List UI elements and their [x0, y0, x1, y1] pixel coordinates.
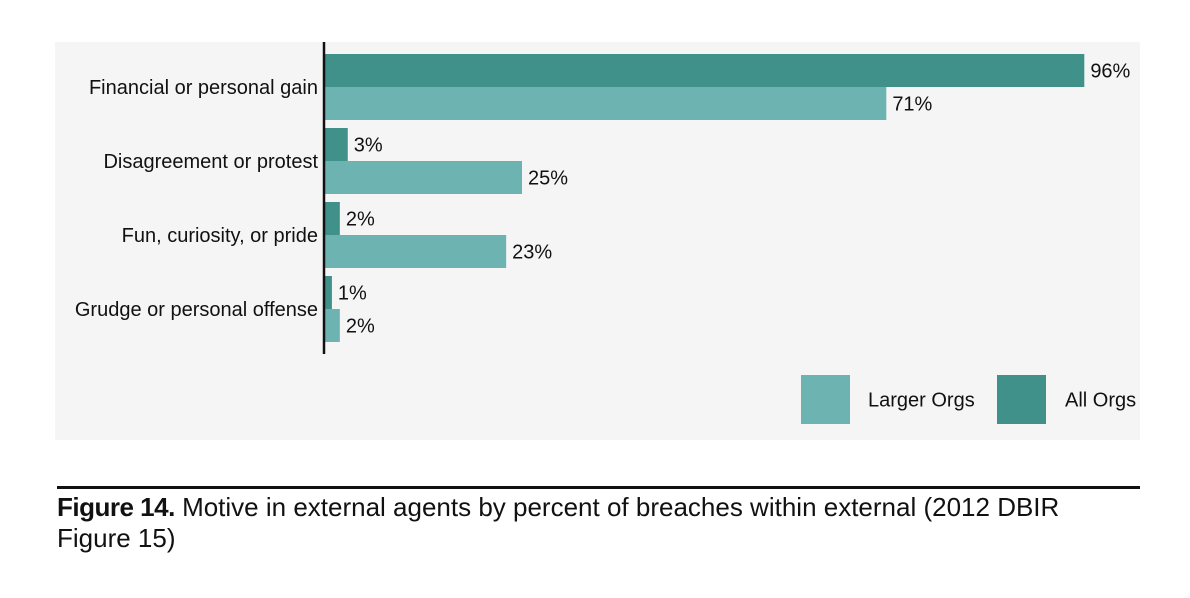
bar-all-orgs-grudge-or-personal-offense: [324, 276, 332, 309]
figure-caption: Figure 14. Motive in external agents by …: [57, 492, 1140, 554]
category-label-financial-or-personal-gain: Financial or personal gain: [89, 77, 318, 99]
bar-larger-orgs-disagreement-or-protest: [324, 161, 522, 194]
legend-swatch-larger-orgs: [801, 375, 850, 424]
bar-larger-orgs-grudge-or-personal-offense: [324, 309, 340, 342]
bar-all-orgs-disagreement-or-protest: [324, 128, 348, 161]
chart-panel: Financial or personal gain 96% 71% Disagree…: [55, 42, 1140, 440]
legend-label-all-orgs: All Orgs: [1065, 390, 1136, 412]
bar-all-orgs-financial-or-personal-gain: [324, 54, 1085, 87]
legend-swatch-all-orgs: [997, 375, 1046, 424]
legend-label-larger-orgs: Larger Orgs: [868, 390, 975, 412]
data-label-all-orgs-disagreement-or-protest: 3%: [354, 135, 383, 157]
category-label-fun-curiosity-or-pride: Fun, curiosity, or pride: [122, 225, 318, 247]
bar-larger-orgs-fun-curiosity-or-pride: [324, 235, 507, 268]
data-label-larger-orgs-financial-or-personal-gain: 71%: [892, 94, 932, 116]
caption-label: Figure 14.: [57, 492, 175, 522]
data-label-larger-orgs-disagreement-or-protest: 25%: [528, 168, 568, 190]
data-label-all-orgs-grudge-or-personal-offense: 1%: [338, 283, 367, 305]
data-label-all-orgs-financial-or-personal-gain: 96%: [1090, 61, 1130, 83]
data-label-larger-orgs-grudge-or-personal-offense: 2%: [346, 316, 375, 338]
category-label-disagreement-or-protest: Disagreement or protest: [103, 151, 318, 173]
bar-chart: Financial or personal gain 96% 71% Disagree…: [75, 42, 1136, 424]
data-label-all-orgs-fun-curiosity-or-pride: 2%: [346, 209, 375, 231]
bar-all-orgs-fun-curiosity-or-pride: [324, 202, 340, 235]
data-label-larger-orgs-fun-curiosity-or-pride: 23%: [512, 242, 552, 264]
caption-text: Motive in external agents by percent of …: [57, 492, 1060, 553]
caption-rule: [57, 486, 1140, 489]
bar-larger-orgs-financial-or-personal-gain: [324, 87, 887, 120]
category-label-grudge-or-personal-offense: Grudge or personal offense: [75, 299, 318, 321]
